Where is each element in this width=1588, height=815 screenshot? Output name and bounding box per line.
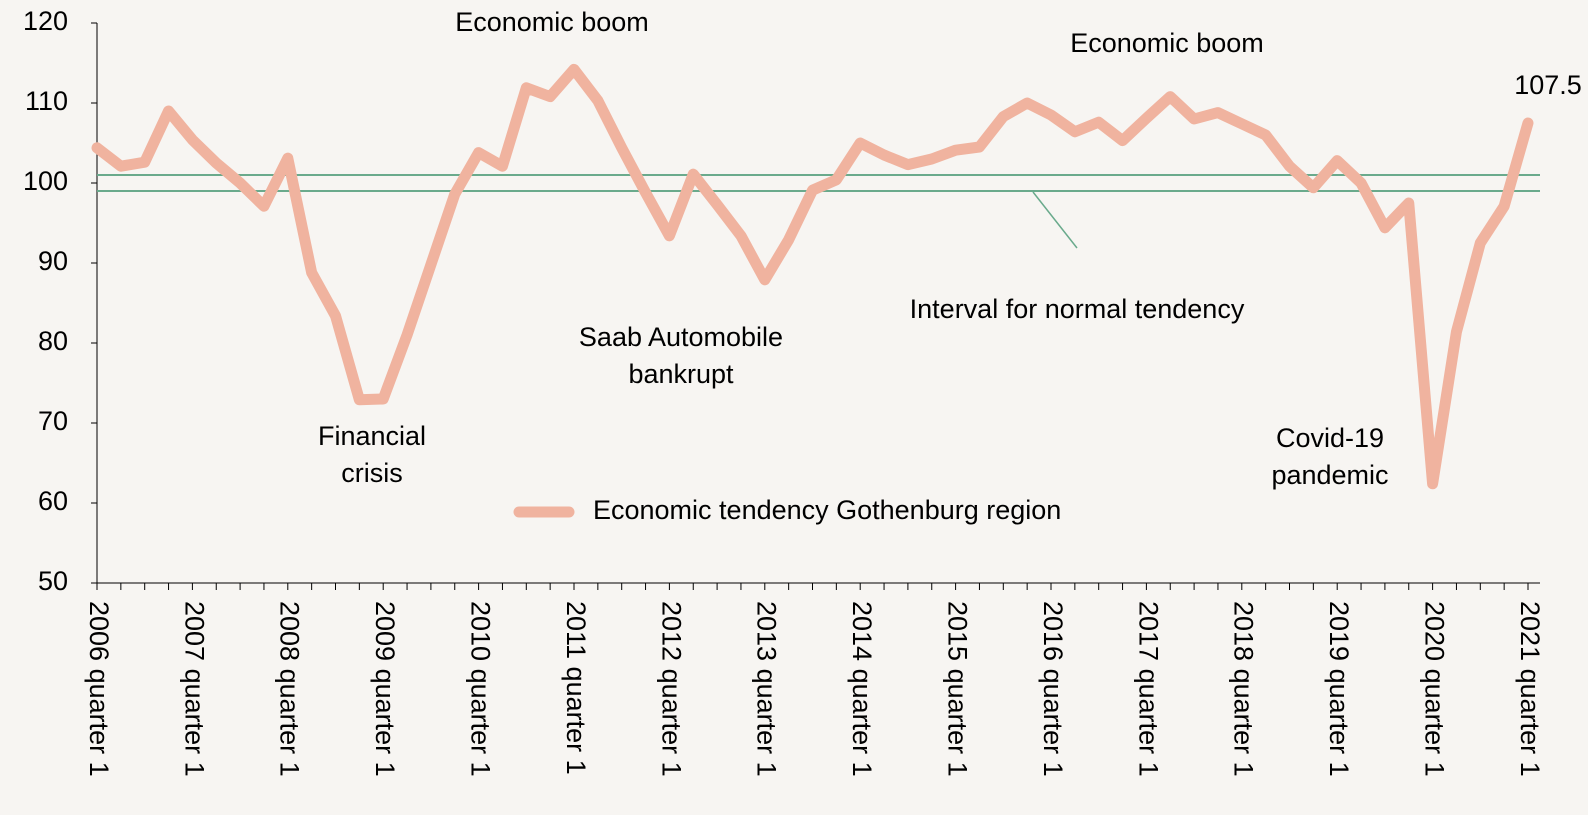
annotation: Economic boom <box>1070 28 1264 58</box>
x-tick-label: 2015 quarter 1 <box>942 601 972 777</box>
annotation: bankrupt <box>628 359 734 389</box>
x-tick-label: 2012 quarter 1 <box>656 601 686 777</box>
annotation: Economic boom <box>455 7 649 37</box>
y-tick-label: 70 <box>38 406 68 436</box>
x-tick-label: 2018 quarter 1 <box>1229 601 1259 777</box>
y-tick-label: 120 <box>23 6 68 36</box>
value-label: 107.5 <box>1514 70 1582 100</box>
annotation: Financial <box>318 421 426 451</box>
y-tick-label: 90 <box>38 246 68 276</box>
y-tick-label: 80 <box>38 326 68 356</box>
x-tick-label: 2017 quarter 1 <box>1133 601 1163 777</box>
reference-pointer <box>1032 191 1078 249</box>
reference-label: Interval for normal tendency <box>910 294 1245 324</box>
x-tick-label: 2008 quarter 1 <box>275 601 305 777</box>
y-tick-label: 100 <box>23 166 68 196</box>
annotation: crisis <box>341 458 403 488</box>
x-tick-label: 2016 quarter 1 <box>1038 601 1068 777</box>
annotation: pandemic <box>1271 460 1388 490</box>
x-tick-label: 2009 quarter 1 <box>370 601 400 777</box>
y-tick-label: 110 <box>25 86 68 116</box>
x-tick-label: 2021 quarter 1 <box>1515 601 1545 777</box>
x-tick-label: 2013 quarter 1 <box>752 601 782 777</box>
y-tick-label: 60 <box>38 486 68 516</box>
x-tick-label: 2011 quarter 1 <box>561 601 591 775</box>
x-tick-label: 2010 quarter 1 <box>465 601 495 777</box>
x-tick-label: 2014 quarter 1 <box>847 601 877 777</box>
data-line <box>91 63 1534 490</box>
x-tick-label: 2019 quarter 1 <box>1324 601 1354 777</box>
annotation: Saab Automobile <box>579 322 783 352</box>
x-tick-label: 2020 quarter 1 <box>1419 601 1449 777</box>
y-tick-label: 50 <box>38 566 68 596</box>
x-tick-label: 2006 quarter 1 <box>84 601 114 777</box>
legend-label: Economic tendency Gothenburg region <box>593 495 1061 525</box>
annotation: Covid-19 <box>1276 423 1384 453</box>
x-tick-label: 2007 quarter 1 <box>179 601 209 777</box>
